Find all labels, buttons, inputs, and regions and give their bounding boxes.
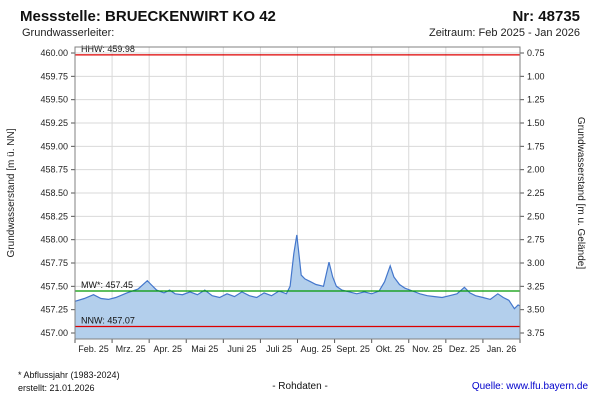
svg-text:458.25: 458.25: [40, 211, 68, 221]
month-label: Aug. 25: [301, 344, 332, 354]
month-label: Sept. 25: [336, 344, 370, 354]
svg-text:1.00: 1.00: [527, 71, 545, 81]
aquifer-label: Grundwasserleiter:: [22, 27, 115, 39]
month-label: Apr. 25: [153, 344, 182, 354]
period-label: Zeitraum: Feb 2025 - Jan 2026: [428, 27, 580, 39]
svg-text:2.50: 2.50: [527, 211, 545, 221]
month-label: Mai 25: [191, 344, 218, 354]
y-axis-left: 460.00 459.75 459.50 459.25 459.00 458.75 458.…: [40, 48, 75, 338]
footer: * Abflussjahr (1983-2024) erstellt: 21.0…: [0, 367, 600, 400]
page-title: Messstelle: BRUECKENWIRT KO 42: [20, 8, 276, 25]
y-axis-right: 0.75 1.00 1.25 1.50 1.75 2.00 2.25 2.50 2.75 3.00…: [520, 48, 545, 338]
svg-text:3.50: 3.50: [527, 305, 545, 315]
x-axis: Feb. 25 Mrz. 25 Apr. 25 Mai 25 Juni 25 Juli 2…: [74, 339, 521, 354]
svg-text:3.00: 3.00: [527, 258, 545, 268]
month-label: Mrz. 25: [116, 344, 146, 354]
svg-text:2.75: 2.75: [527, 235, 545, 245]
station-number: Nr: 48735: [512, 8, 580, 25]
created-date: erstellt: 21.01.2026: [18, 383, 95, 393]
svg-text:3.25: 3.25: [527, 281, 545, 291]
svg-text:459.75: 459.75: [40, 71, 68, 81]
svg-text:1.50: 1.50: [527, 118, 545, 128]
svg-text:2.25: 2.25: [527, 188, 545, 198]
month-label: Dez. 25: [449, 344, 480, 354]
month-label: Juli 25: [266, 344, 292, 354]
svg-text:460.00: 460.00: [40, 48, 68, 58]
svg-text:457.75: 457.75: [40, 258, 68, 268]
rohdaten-label: - Rohdaten -: [272, 381, 328, 392]
svg-text:458.50: 458.50: [40, 188, 68, 198]
series: [74, 234, 521, 339]
hhw-label: HHW: 459.98: [81, 44, 135, 54]
svg-text:1.25: 1.25: [527, 95, 545, 105]
svg-text:1.75: 1.75: [527, 141, 545, 151]
svg-text:457.25: 457.25: [40, 305, 68, 315]
series-area: [75, 235, 520, 339]
groundwater-chart: 460.00 459.75 459.50 459.25 459.00 458.75 458.…: [6, 44, 586, 354]
subheader: Grundwasserleiter: Zeitraum: Feb 2025 - …: [0, 25, 600, 39]
svg-text:0.75: 0.75: [527, 48, 545, 58]
svg-text:458.00: 458.00: [40, 235, 68, 245]
svg-text:457.50: 457.50: [40, 281, 68, 291]
svg-text:458.75: 458.75: [40, 165, 68, 175]
svg-text:459.50: 459.50: [40, 95, 68, 105]
axis-titles: Grundwasserstand [m ü. NN] Grundwassersta…: [6, 117, 586, 270]
month-label: Jan. 26: [487, 344, 517, 354]
month-label: Okt. 25: [376, 344, 405, 354]
nnw-label: NNW: 457.07: [81, 315, 135, 325]
footnote: * Abflussjahr (1983-2024): [18, 370, 120, 380]
month-label: Juni 25: [227, 344, 256, 354]
source-link[interactable]: Quelle: www.lfu.bayern.de: [471, 381, 588, 392]
svg-text:459.00: 459.00: [40, 141, 68, 151]
month-label: Feb. 25: [78, 344, 109, 354]
header: Messstelle: BRUECKENWIRT KO 42 Nr: 48735: [0, 0, 600, 25]
svg-text:2.00: 2.00: [527, 165, 545, 175]
plot-frame: [74, 46, 521, 340]
reference-lines: HHW: 459.98 MW*: 457.45 NNW: 457.07: [75, 44, 520, 328]
month-label: Nov. 25: [412, 344, 442, 354]
svg-text:459.25: 459.25: [40, 118, 68, 128]
y-right-title: Grundwasserstand [m u. Gelände]: [575, 117, 586, 270]
y-left-title: Grundwasserstand [m ü. NN]: [6, 128, 17, 257]
svg-text:457.00: 457.00: [40, 328, 68, 338]
mw-label: MW*: 457.45: [81, 280, 133, 290]
svg-text:3.75: 3.75: [527, 328, 545, 338]
